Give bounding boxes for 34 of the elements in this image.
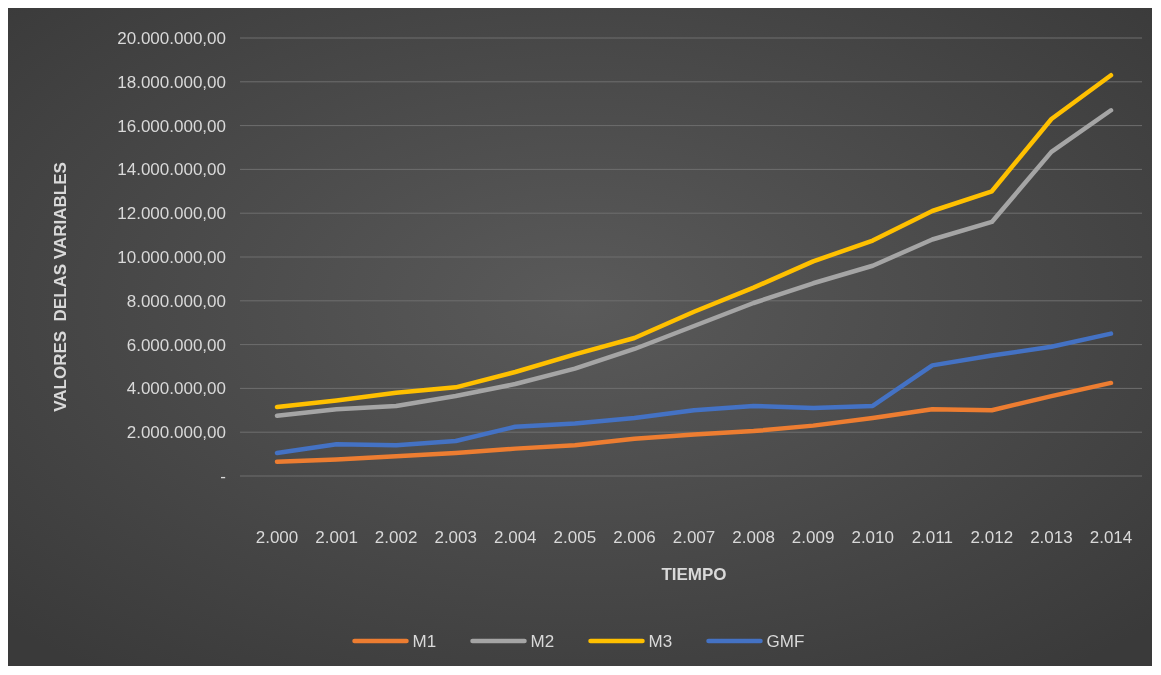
y-tick-label: 16.000.000,00: [117, 116, 226, 136]
y-tick-label: 18.000.000,00: [117, 72, 226, 92]
x-tick-label: 2.007: [672, 527, 716, 547]
y-tick-label: 14.000.000,00: [117, 160, 226, 180]
x-tick-label: 2.014: [1089, 527, 1133, 547]
x-tick-label: 2.002: [374, 527, 418, 547]
y-tick-label: 10.000.000,00: [117, 247, 226, 267]
x-tick-label: 2.008: [732, 527, 775, 547]
y-tick-label: 6.000.000,00: [126, 335, 226, 355]
legend-label: M2: [530, 631, 555, 651]
x-tick-label: 2.013: [1030, 527, 1073, 547]
legend-label: M1: [412, 631, 437, 651]
x-axis-title: TIEMPO: [661, 565, 727, 584]
x-tick-label: 2.005: [553, 527, 597, 547]
y-tick-label: 4.000.000,00: [126, 379, 226, 399]
y-tick-label: 20.000.000,00: [117, 28, 226, 48]
x-tick-label: 2.010: [851, 527, 894, 547]
legend-label: M3: [648, 631, 673, 651]
y-tick-label: 8.000.000,00: [126, 291, 226, 311]
line-series: [274, 331, 1114, 456]
y-axis-title: VALORES DELAS VARIABLES: [51, 162, 70, 412]
x-tick-label: 2.004: [494, 527, 537, 547]
x-tick-label: 2.006: [613, 527, 656, 547]
y-tick-label: 12.000.000,00: [117, 204, 226, 224]
x-tick-label: 2.012: [970, 527, 1014, 547]
legend-label: GMF: [766, 631, 805, 651]
x-tick-label: 2.009: [791, 527, 835, 547]
y-tick-label: -: [220, 466, 226, 486]
x-tick-label: 2.003: [434, 527, 477, 547]
line-series: [274, 380, 1114, 465]
x-tick-label: 2.001: [315, 527, 358, 547]
x-tick-label: 2.011: [911, 527, 953, 547]
x-tick-label: 2.000: [255, 527, 299, 547]
y-tick-label: 2.000.000,00: [126, 423, 226, 443]
